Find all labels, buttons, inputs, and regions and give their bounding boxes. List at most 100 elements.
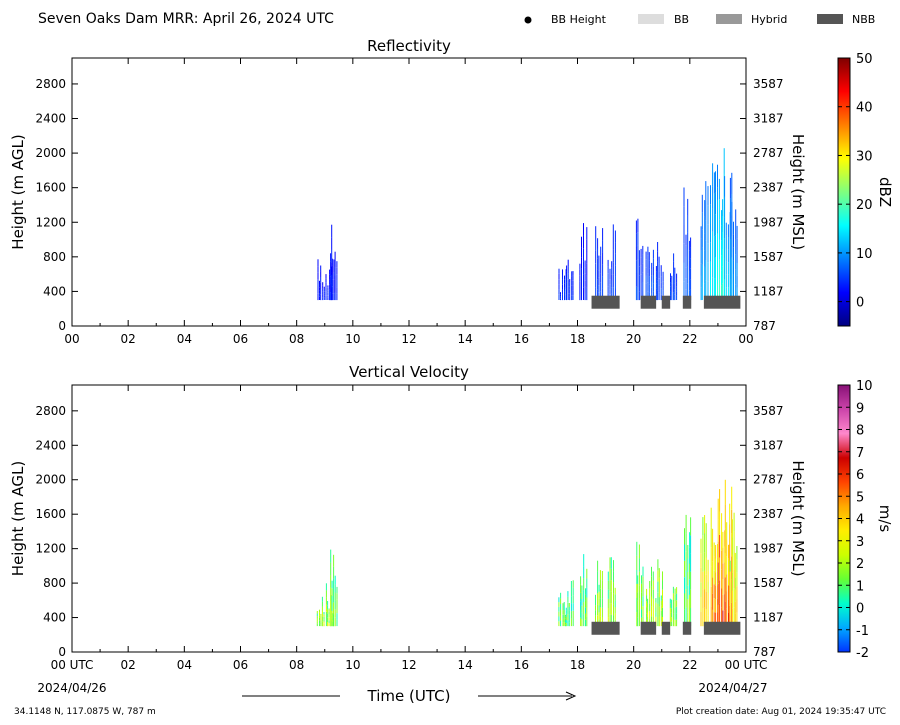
echo-cell <box>641 583 642 593</box>
echo-cell <box>565 607 567 611</box>
echo-cell <box>330 613 332 627</box>
echo-cell <box>657 603 659 615</box>
echo-cell <box>662 598 663 608</box>
echo-cell <box>733 221 734 235</box>
echo-cell <box>558 616 560 622</box>
echo-cell <box>710 606 712 627</box>
echo-cell <box>700 275 702 288</box>
echo-cell <box>729 259 731 280</box>
echo-cell <box>700 611 702 627</box>
echo-cell <box>689 270 691 281</box>
y-right-tick-label: 3587 <box>753 77 784 91</box>
y-right-tick-label: 1187 <box>753 611 784 625</box>
echo-cell <box>638 258 640 267</box>
echo-cell <box>585 600 586 608</box>
y-tick-label: 1600 <box>35 507 66 521</box>
echo-cell <box>722 531 724 548</box>
echo-cell <box>690 589 692 608</box>
x-tick-label: 22 <box>682 332 697 346</box>
echo-cell <box>607 259 609 267</box>
echo-cell <box>674 619 676 627</box>
echo-column <box>700 515 709 627</box>
echo-cell <box>719 557 721 581</box>
echo-column <box>710 507 719 627</box>
echo-cell <box>684 609 685 627</box>
bright-band-bar <box>703 621 741 635</box>
echo-cell <box>705 591 707 609</box>
echo-cell <box>641 592 642 601</box>
echo-cell <box>612 249 614 263</box>
echo-cell <box>705 260 707 281</box>
echo-cell <box>646 613 648 620</box>
colorbar-label: m/s <box>876 505 894 533</box>
echo-cell <box>583 554 585 567</box>
echo-cell <box>571 295 573 301</box>
echo-cell <box>660 271 662 277</box>
echo-cell <box>655 283 657 289</box>
echo-cell <box>595 250 597 264</box>
echo-cell <box>689 579 691 595</box>
echo-cell <box>637 617 639 627</box>
echo-cell <box>581 278 582 290</box>
echo-cell <box>736 586 738 600</box>
echo-cell <box>330 253 332 262</box>
echo-cell <box>726 556 728 575</box>
echo-cell <box>333 293 335 301</box>
echo-column <box>635 218 644 301</box>
echo-cell <box>652 589 654 599</box>
echo-cell <box>327 290 329 293</box>
echo-cell <box>319 615 320 618</box>
echo-cell <box>572 618 574 627</box>
colorbar-tick-label: 20 <box>856 198 873 213</box>
echo-cell <box>331 279 333 287</box>
echo-cell <box>333 259 335 267</box>
echo-cell <box>710 204 711 224</box>
echo-cell <box>636 541 638 556</box>
echo-cell <box>586 616 588 627</box>
echo-cell <box>330 284 332 293</box>
echo-cell <box>724 258 726 280</box>
echo-cell <box>658 263 660 272</box>
echo-column <box>670 253 678 301</box>
echo-cell <box>320 618 322 620</box>
echo-cell <box>558 606 560 612</box>
echo-cell <box>701 282 703 300</box>
echo-cell <box>713 612 715 627</box>
colorbar-tick-label: 30 <box>856 149 873 164</box>
echo-cell <box>715 257 716 279</box>
echo-cell <box>662 285 664 291</box>
echo-cell <box>567 614 569 621</box>
echo-cell <box>662 271 664 277</box>
echo-cell <box>671 604 673 609</box>
echo-cell <box>598 591 600 599</box>
x-axis-label: Time (UTC) <box>367 687 451 705</box>
colorbar-tick-label: 2 <box>856 557 864 572</box>
echo-cell <box>707 262 709 282</box>
echo-cell <box>613 571 614 583</box>
echo-cell <box>597 582 599 594</box>
echo-cell <box>320 271 322 277</box>
echo-cell <box>325 295 327 300</box>
echo-cell <box>583 223 584 236</box>
echo-cell <box>671 283 673 288</box>
echo-cell <box>636 584 638 599</box>
echo-cell <box>687 266 689 284</box>
echo-cell <box>320 288 322 295</box>
echo-cell <box>724 238 726 259</box>
echo-cell <box>560 615 562 621</box>
echo-cell <box>614 230 616 243</box>
echo-cell <box>715 572 717 586</box>
echo-cell <box>567 602 569 609</box>
colorbar-tick-label: 40 <box>856 101 873 116</box>
echo-cell <box>655 598 657 603</box>
echo-cell <box>580 584 582 593</box>
echo-cell <box>558 611 560 617</box>
echo-cell <box>642 596 644 607</box>
echo-cell <box>558 279 560 285</box>
echo-cell <box>676 600 678 607</box>
echo-cell <box>334 267 336 276</box>
echo-cell <box>567 596 569 603</box>
echo-cell <box>660 282 662 289</box>
echo-cell <box>648 284 650 293</box>
echo-cell <box>609 568 611 581</box>
